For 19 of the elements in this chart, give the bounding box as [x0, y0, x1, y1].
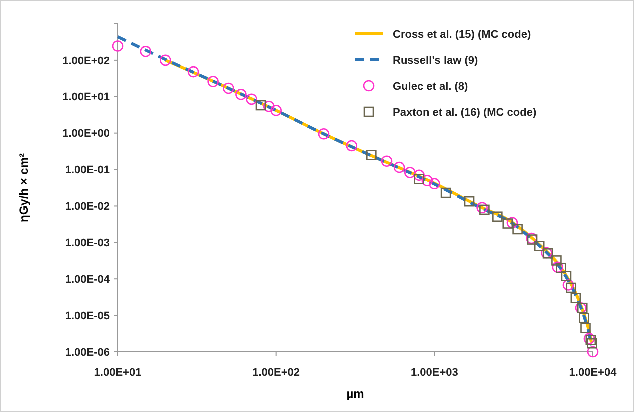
x-axis-title: µm	[346, 387, 364, 401]
y-tick-label: 1.00E-06	[65, 346, 110, 359]
x-tick-label: 1.00E+03	[410, 367, 458, 379]
x-tick-label: 1.00E+01	[94, 367, 142, 379]
y-tick-label: 1.00E-03	[65, 238, 110, 250]
legend-label: Paxton et al. (16) (MC code)	[393, 106, 537, 119]
y-tick-label: 1.00E+00	[62, 128, 110, 140]
y-tick-label: 1.00E-05	[65, 310, 110, 322]
x-tick-label: 1.00E+02	[252, 367, 300, 379]
x-tick-label: 1.00E+04	[569, 367, 618, 379]
y-tick-label: 1.00E-04	[65, 274, 111, 286]
y-tick-label: 1.00E+01	[62, 92, 110, 104]
y-axis-title: ηGy/h × cm²	[17, 153, 31, 223]
y-tick-label: 1.00E-01	[65, 164, 110, 177]
legend-label: Russell’s law (9)	[393, 54, 479, 67]
y-tick-label: 1.00E-02	[65, 201, 110, 214]
legend-label: Gulec et al. (8)	[393, 80, 469, 93]
y-tick-label: 1.00E+02	[62, 55, 110, 68]
legend-label: Cross et al. (15) (MC code)	[393, 28, 532, 41]
